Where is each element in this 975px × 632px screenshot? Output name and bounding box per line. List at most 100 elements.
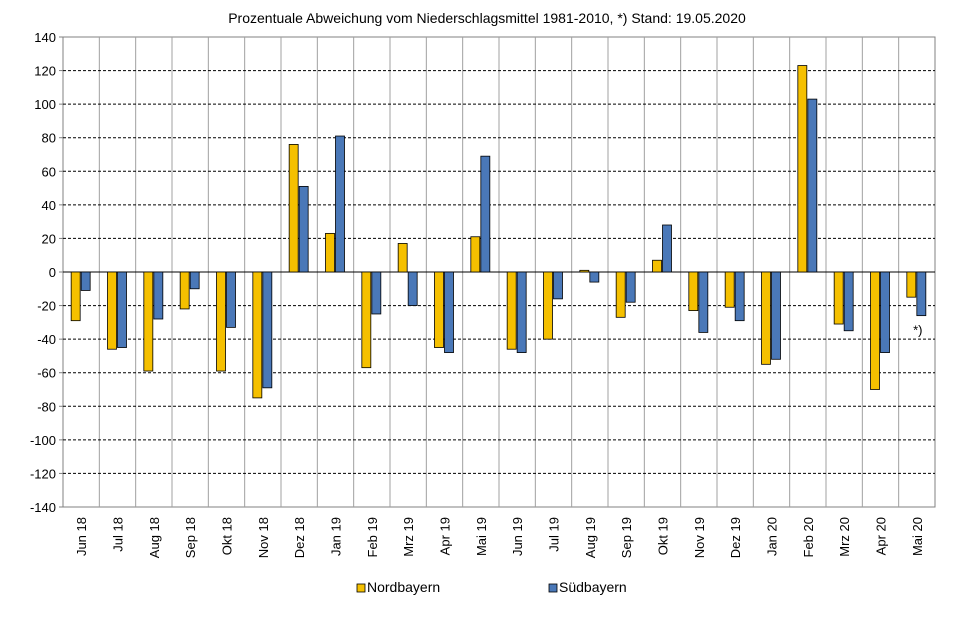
x-axis-ticks: Jun 18 Jul 18 Aug 18 Sep 18 Okt 18 Nov 18 Dez … — [74, 517, 925, 558]
y-tick-label: -80 — [37, 399, 56, 414]
x-tick-label: Sep 18 — [183, 517, 198, 558]
x-tick-label: Apr 20 — [874, 517, 889, 555]
bar-nordbayern-feb-20 — [797, 65, 808, 273]
y-tick-label: 80 — [42, 131, 56, 146]
bar-südbayern-sep-19 — [625, 271, 636, 303]
x-tick-label: Nov 19 — [692, 517, 707, 558]
chart-title: Prozentuale Abweichung vom Niederschlags… — [228, 10, 746, 26]
x-tick-label: Dez 18 — [292, 517, 307, 558]
y-tick-label: 140 — [34, 30, 56, 45]
x-tick-label: Feb 20 — [801, 517, 816, 557]
bar-nordbayern-okt-19 — [652, 259, 662, 273]
x-tick-label: Mrz 20 — [837, 517, 852, 557]
x-tick-label: Mai 20 — [910, 517, 925, 556]
x-tick-label: Aug 19 — [583, 517, 598, 558]
bar-südbayern-feb-20 — [807, 98, 818, 273]
y-tick-label: 120 — [34, 64, 56, 79]
bar-nordbayern-jan-20 — [761, 271, 771, 365]
bar-südbayern-apr-19 — [444, 271, 454, 353]
x-tick-label: Nov 18 — [256, 517, 271, 558]
bar-nordbayern-jul-19 — [543, 271, 553, 340]
bar-südbayern-aug-19 — [589, 271, 600, 283]
bar-nordbayern-mai-19 — [470, 236, 481, 273]
bar-südbayern-nov-18 — [262, 271, 273, 389]
x-tick-label: Dez 19 — [728, 517, 743, 558]
bar-südbayern-jan-19 — [335, 135, 345, 273]
bar-nordbayern-jun-18 — [70, 271, 81, 322]
y-tick-label: -120 — [30, 466, 56, 481]
bar-nordbayern-sep-18 — [179, 271, 190, 310]
bar-südbayern-mai-19 — [480, 155, 491, 273]
y-tick-label: -140 — [30, 500, 56, 515]
bar-nordbayern-apr-20 — [870, 271, 880, 390]
x-tick-label: Apr 19 — [438, 517, 453, 555]
bar-südbayern-okt-18 — [226, 271, 236, 328]
x-tick-label: Mrz 19 — [401, 517, 416, 557]
x-tick-label: Jan 20 — [765, 517, 780, 556]
bar-südbayern-sep-18 — [189, 271, 200, 290]
x-tick-label: Sep 19 — [619, 517, 634, 558]
bar-südbayern-jan-20 — [771, 271, 781, 360]
bar-nordbayern-jun-19 — [506, 271, 517, 350]
x-tick-label: Okt 18 — [220, 517, 235, 555]
y-tick-label: -40 — [37, 332, 56, 347]
bar-südbayern-okt-19 — [662, 224, 672, 273]
bar-südbayern-jul-19 — [553, 271, 563, 300]
y-axis-ticks: 140 120 100 80 60 40 20 0 -20 -40 -60 -80 -100 -120 -1… — [30, 30, 63, 515]
bar-südbayern-mrz-19 — [407, 271, 418, 306]
bar-südbayern-apr-20 — [880, 271, 890, 353]
bar-südbayern-aug-18 — [153, 271, 164, 320]
y-tick-label: 100 — [34, 97, 56, 112]
bar-nordbayern-aug-18 — [143, 271, 154, 372]
bar-nordbayern-mai-20 — [906, 271, 917, 298]
legend-swatch — [356, 583, 366, 593]
x-tick-label: Jun 19 — [510, 517, 525, 556]
bar-südbayern-dez-18 — [298, 185, 309, 273]
bar-südbayern-nov-19 — [698, 271, 709, 333]
bar-südbayern-mrz-20 — [843, 271, 854, 332]
x-tick-label: Jul 18 — [111, 517, 126, 552]
legend-label: Nordbayern — [367, 579, 440, 595]
bar-nordbayern-feb-19 — [361, 271, 372, 369]
bar-südbayern-feb-19 — [371, 271, 382, 315]
annotation-note: *) — [913, 323, 922, 338]
x-tick-label: Mai 19 — [474, 517, 489, 556]
bar-nordbayern-aug-19 — [579, 269, 590, 273]
x-tick-label: Aug 18 — [147, 517, 162, 558]
x-tick-label: Jul 19 — [547, 517, 562, 552]
y-tick-label: 40 — [42, 198, 56, 213]
legend-label: Südbayern — [559, 579, 627, 595]
bar-südbayern-mai-20 — [916, 271, 927, 317]
x-tick-label: Feb 19 — [365, 517, 380, 557]
bar-nordbayern-jul-18 — [107, 271, 117, 350]
x-tick-label: Okt 19 — [656, 517, 671, 555]
gridlines — [62, 36, 936, 508]
bar-nordbayern-dez-19 — [724, 271, 735, 308]
y-tick-label: 0 — [49, 265, 56, 280]
bar-südbayern-jun-19 — [516, 271, 527, 353]
bar-nordbayern-jan-19 — [325, 232, 335, 273]
bar-nordbayern-nov-19 — [688, 271, 699, 312]
bars — [70, 65, 927, 399]
y-tick-label: -100 — [30, 433, 56, 448]
legend: Nordbayern Südbayern — [356, 579, 627, 595]
bar-nordbayern-okt-18 — [216, 271, 226, 372]
bar-südbayern-jul-18 — [117, 271, 127, 348]
bar-südbayern-dez-19 — [734, 271, 745, 322]
y-tick-label: 60 — [42, 164, 56, 179]
bar-nordbayern-apr-19 — [434, 271, 444, 348]
legend-swatch — [548, 583, 558, 593]
annotations: *) — [913, 323, 922, 338]
y-tick-label: 20 — [42, 231, 56, 246]
bar-nordbayern-nov-18 — [252, 271, 263, 399]
x-tick-label: Jan 19 — [329, 517, 344, 556]
bar-nordbayern-mrz-19 — [397, 243, 408, 273]
x-tick-label: Jun 18 — [74, 517, 89, 556]
y-tick-label: -60 — [37, 366, 56, 381]
bar-nordbayern-sep-19 — [615, 271, 626, 318]
y-tick-label: -20 — [37, 299, 56, 314]
bar-nordbayern-mrz-20 — [833, 271, 844, 325]
bar-nordbayern-dez-18 — [288, 144, 299, 273]
bar-südbayern-jun-18 — [80, 271, 91, 291]
